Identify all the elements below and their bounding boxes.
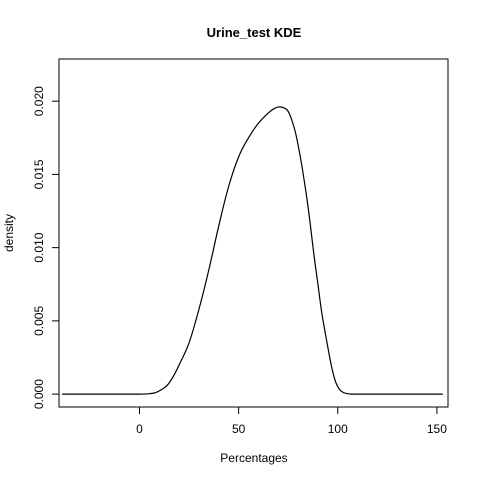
x-tick-label: 0 (136, 422, 143, 436)
y-tick-label: 0.000 (32, 379, 46, 409)
y-tick-label: 0.005 (32, 306, 46, 336)
y-tick-label: 0.010 (32, 232, 46, 262)
x-axis-label: Percentages (220, 451, 287, 465)
y-tick-label: 0.020 (32, 86, 46, 116)
x-tick-label: 50 (232, 422, 246, 436)
y-axis-label: density (2, 214, 16, 252)
x-tick-label: 150 (427, 422, 447, 436)
x-tick-label: 100 (328, 422, 348, 436)
y-tick-label: 0.015 (32, 159, 46, 189)
kde-density-line (62, 106, 443, 395)
x-axis: 0 50 100 150 (136, 406, 447, 436)
y-axis: 0.000 0.005 0.010 0.015 0.020 (32, 86, 60, 409)
chart-title: Urine_test KDE (207, 25, 302, 40)
